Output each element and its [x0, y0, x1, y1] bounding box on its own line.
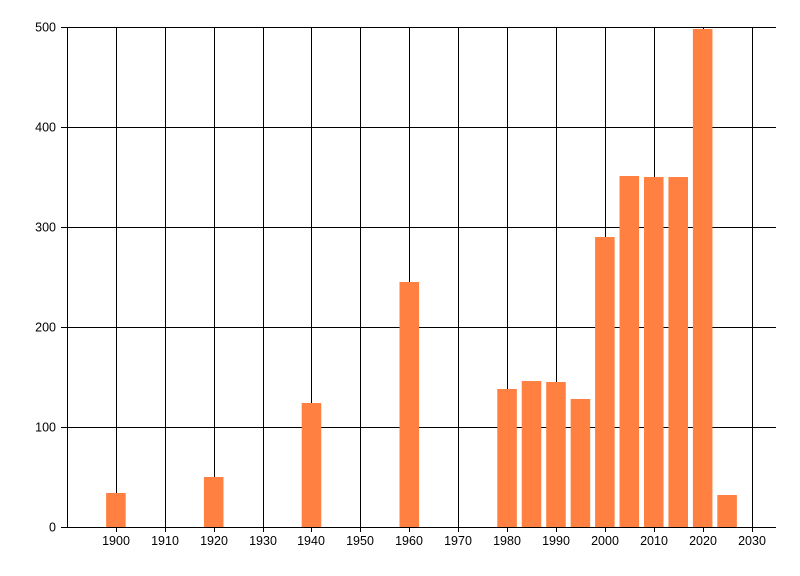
x-tick-label-1910: 1910: [151, 534, 179, 548]
bar-1985: [521, 381, 542, 527]
bar-1960: [399, 282, 420, 527]
x-tick-label-2020: 2020: [689, 534, 717, 548]
x-tick-label-1980: 1980: [493, 534, 521, 548]
y-tick-label-100: 100: [35, 421, 56, 435]
x-tick-label-1930: 1930: [249, 534, 277, 548]
x-tick-label-1940: 1940: [297, 534, 325, 548]
x-tick-label-1990: 1990: [542, 534, 570, 548]
x-tick-label-1920: 1920: [200, 534, 228, 548]
bar-2015: [668, 177, 688, 527]
bar-2020: [692, 29, 713, 527]
x-tick-label-2000: 2000: [591, 534, 619, 548]
x-tick-label-1950: 1950: [346, 534, 374, 548]
bar-2010: [643, 177, 664, 527]
bar-1980: [497, 389, 517, 527]
bar-1900: [106, 493, 126, 527]
x-tick-label-2030: 2030: [738, 534, 766, 548]
x-tick-label-1900: 1900: [102, 534, 130, 548]
bar-1995: [570, 399, 591, 527]
bar-1920: [203, 477, 224, 527]
y-tick-label-0: 0: [49, 521, 56, 535]
bar-1990: [546, 382, 566, 527]
y-tick-label-200: 200: [35, 321, 56, 335]
x-tick-label-2010: 2010: [640, 534, 668, 548]
y-tick-label-300: 300: [35, 221, 56, 235]
x-tick-label-1970: 1970: [444, 534, 472, 548]
y-tick-label-400: 400: [35, 121, 56, 135]
bar-2005: [619, 176, 640, 527]
y-tick-label-500: 500: [35, 21, 56, 35]
x-tick-label-1960: 1960: [395, 534, 423, 548]
bar-1940: [301, 403, 322, 527]
bar-2025: [717, 495, 737, 527]
bar-2000: [595, 237, 615, 527]
